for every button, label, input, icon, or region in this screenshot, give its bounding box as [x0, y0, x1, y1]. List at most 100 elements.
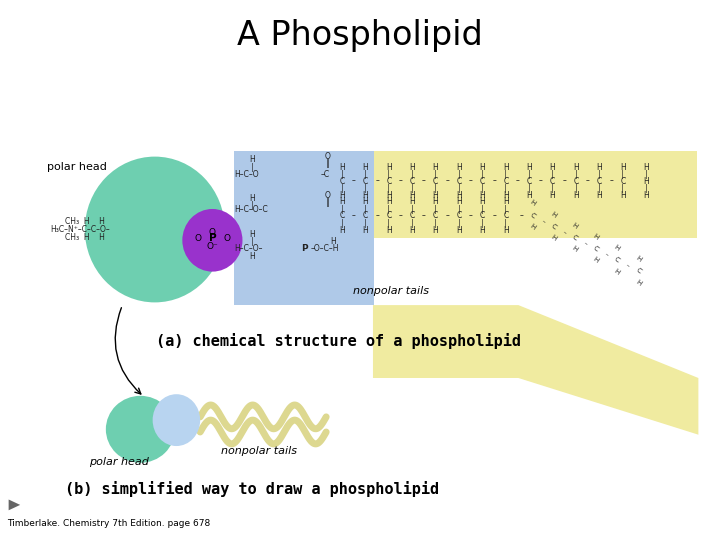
Text: |: | [552, 170, 554, 179]
Text: |: | [598, 170, 600, 179]
Text: –: – [375, 177, 379, 186]
Text: H: H [456, 197, 462, 206]
Text: H: H [503, 226, 508, 235]
Text: C: C [550, 222, 557, 230]
Text: H: H [613, 244, 621, 252]
Text: |: | [552, 184, 554, 193]
Text: P: P [209, 233, 216, 244]
Text: H: H [410, 197, 415, 206]
Text: H: H [433, 163, 438, 172]
Text: H: H [363, 226, 368, 235]
Text: H: H [550, 163, 555, 172]
Text: H: H [480, 226, 485, 235]
Text: |: | [575, 184, 577, 193]
Text: –: – [469, 211, 472, 220]
Text: |: | [481, 170, 484, 179]
Text: –: – [492, 177, 496, 186]
Text: H–C–O–C: H–C–O–C [234, 205, 268, 214]
Text: –: – [540, 218, 546, 225]
Text: (b) simplified way to draw a phospholipid: (b) simplified way to draw a phospholipi… [65, 481, 439, 497]
Text: O: O [223, 234, 230, 244]
Text: H: H [249, 194, 255, 203]
Bar [373, 151, 697, 238]
Text: P: P [301, 244, 307, 253]
Text: –: – [516, 177, 519, 186]
Text: –: – [422, 177, 426, 186]
Text: |: | [251, 237, 253, 246]
Text: |: | [645, 170, 647, 179]
Text: C: C [433, 177, 438, 186]
Text: |: | [411, 170, 413, 179]
Text: –: – [519, 211, 523, 220]
Text: H: H [363, 163, 368, 172]
Text: –: – [562, 177, 566, 186]
Text: |: | [481, 184, 484, 193]
Text: H: H [597, 163, 602, 172]
Text: –: – [609, 177, 613, 186]
Text: O⁻: O⁻ [207, 242, 218, 252]
Text: |: | [505, 170, 507, 179]
Text: |: | [411, 205, 413, 214]
Text: ‖: ‖ [325, 159, 330, 168]
Text: |: | [411, 184, 413, 193]
Text: |: | [505, 205, 507, 214]
Text: H: H [433, 197, 438, 206]
Text: Timberlake. Chemistry 7th Edition. page 678: Timberlake. Chemistry 7th Edition. page … [7, 519, 210, 529]
Text: H: H [550, 234, 558, 242]
Text: H₃C–N⁺–C–C–O–: H₃C–N⁺–C–C–O– [50, 225, 110, 234]
Text: –: – [469, 177, 472, 186]
Text: H: H [573, 163, 579, 172]
Text: –: – [582, 240, 589, 247]
Text: H: H [480, 191, 485, 200]
Text: H: H [456, 226, 462, 235]
Text: |: | [505, 184, 507, 193]
Text: |: | [481, 219, 484, 228]
Text: CH₃  H    H: CH₃ H H [65, 233, 104, 242]
Text: H: H [550, 191, 555, 200]
Text: |: | [364, 205, 366, 214]
Text: –: – [446, 177, 449, 186]
Text: |: | [505, 219, 507, 228]
Text: C: C [339, 211, 345, 220]
Text: A Phospholipid: A Phospholipid [237, 18, 483, 52]
Ellipse shape [153, 394, 200, 446]
Text: C: C [410, 177, 415, 186]
Text: C: C [410, 211, 415, 220]
Text: CH₃  H    H: CH₃ H H [65, 217, 104, 226]
Text: H: H [249, 252, 255, 261]
Text: C: C [573, 177, 579, 186]
Text: –: – [399, 211, 402, 220]
Text: H: H [480, 197, 485, 206]
Text: H: H [386, 197, 392, 206]
Text: H: H [249, 155, 255, 164]
Text: H: H [456, 191, 462, 200]
Text: H: H [597, 191, 602, 200]
Text: |: | [341, 184, 343, 193]
Text: C: C [363, 211, 368, 220]
Text: C: C [503, 211, 508, 220]
Text: H: H [386, 226, 392, 235]
Text: |: | [387, 219, 390, 228]
Text: C: C [613, 256, 621, 264]
Text: H: H [339, 226, 345, 235]
Ellipse shape [182, 209, 243, 272]
Text: |: | [387, 170, 390, 179]
Text: |: | [434, 205, 437, 214]
Text: H: H [529, 223, 536, 231]
Text: |: | [621, 184, 624, 193]
Text: polar head: polar head [47, 162, 107, 172]
Text: H: H [613, 267, 621, 275]
Text: |: | [387, 184, 390, 193]
Text: |: | [575, 170, 577, 179]
Text: C: C [386, 211, 392, 220]
Text: C: C [526, 177, 532, 186]
Text: –: – [492, 211, 496, 220]
Text: O: O [194, 234, 202, 244]
Text: C: C [550, 177, 555, 186]
Text: H: H [620, 163, 626, 172]
Text: H–C–O: H–C–O [234, 170, 258, 179]
Text: |: | [434, 184, 437, 193]
Text: H: H [620, 191, 626, 200]
Text: nonpolar tails: nonpolar tails [353, 286, 429, 296]
Text: C: C [456, 211, 462, 220]
